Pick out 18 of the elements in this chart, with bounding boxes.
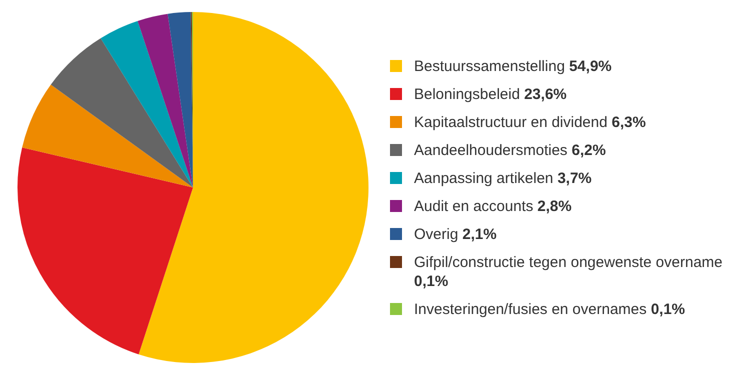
legend-label: Beloningsbeleid xyxy=(414,86,520,102)
data-label: 54,9% xyxy=(569,58,612,74)
legend-label: Gifpil/constructie tegen ongewenste overname xyxy=(414,254,723,270)
data-label: 0,1% xyxy=(650,300,686,318)
data-label: 23,6% xyxy=(524,86,567,102)
data-label: 0,1% xyxy=(414,272,448,290)
data-label: 6,3% xyxy=(612,114,646,130)
data-label: 2,8% xyxy=(537,198,572,214)
data-label: 2,1% xyxy=(462,226,497,242)
legend-label: Investeringen/fusies en overnames xyxy=(414,300,647,318)
legend-label: Aanpassing artikelen xyxy=(414,170,554,186)
legend-label: Aandeelhoudersmoties xyxy=(414,142,568,158)
data-label: 3,7% xyxy=(557,170,592,186)
legend-label: Audit en accounts xyxy=(414,198,534,214)
legend-label: Bestuurssamenstelling xyxy=(414,58,565,74)
legend-label: Overig xyxy=(414,226,458,242)
data-label: 6,2% xyxy=(572,142,606,158)
legend-label: Kapitaalstructuur en dividend xyxy=(414,114,608,130)
